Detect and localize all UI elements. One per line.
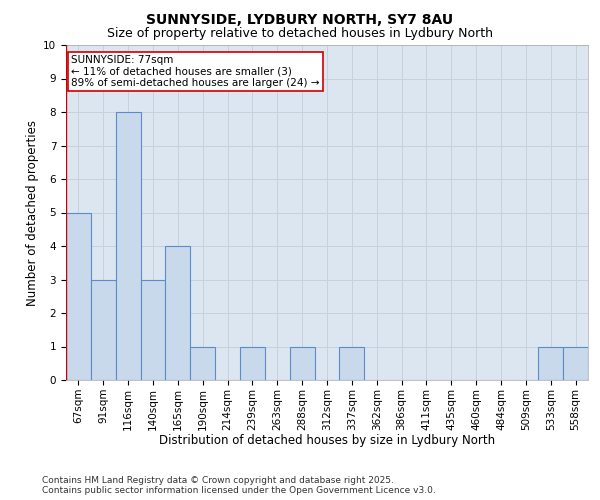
Bar — [66, 212, 91, 380]
Bar — [190, 346, 215, 380]
Bar — [538, 346, 563, 380]
Text: SUNNYSIDE, LYDBURY NORTH, SY7 8AU: SUNNYSIDE, LYDBURY NORTH, SY7 8AU — [146, 12, 454, 26]
Bar — [91, 280, 116, 380]
Bar — [240, 346, 265, 380]
Text: Size of property relative to detached houses in Lydbury North: Size of property relative to detached ho… — [107, 28, 493, 40]
Bar — [116, 112, 140, 380]
Text: Contains HM Land Registry data © Crown copyright and database right 2025.
Contai: Contains HM Land Registry data © Crown c… — [42, 476, 436, 495]
Text: SUNNYSIDE: 77sqm
← 11% of detached houses are smaller (3)
89% of semi-detached h: SUNNYSIDE: 77sqm ← 11% of detached house… — [71, 55, 320, 88]
X-axis label: Distribution of detached houses by size in Lydbury North: Distribution of detached houses by size … — [159, 434, 495, 447]
Y-axis label: Number of detached properties: Number of detached properties — [26, 120, 39, 306]
Bar — [140, 280, 166, 380]
Bar — [340, 346, 364, 380]
Bar — [563, 346, 588, 380]
Bar — [166, 246, 190, 380]
Bar — [290, 346, 314, 380]
